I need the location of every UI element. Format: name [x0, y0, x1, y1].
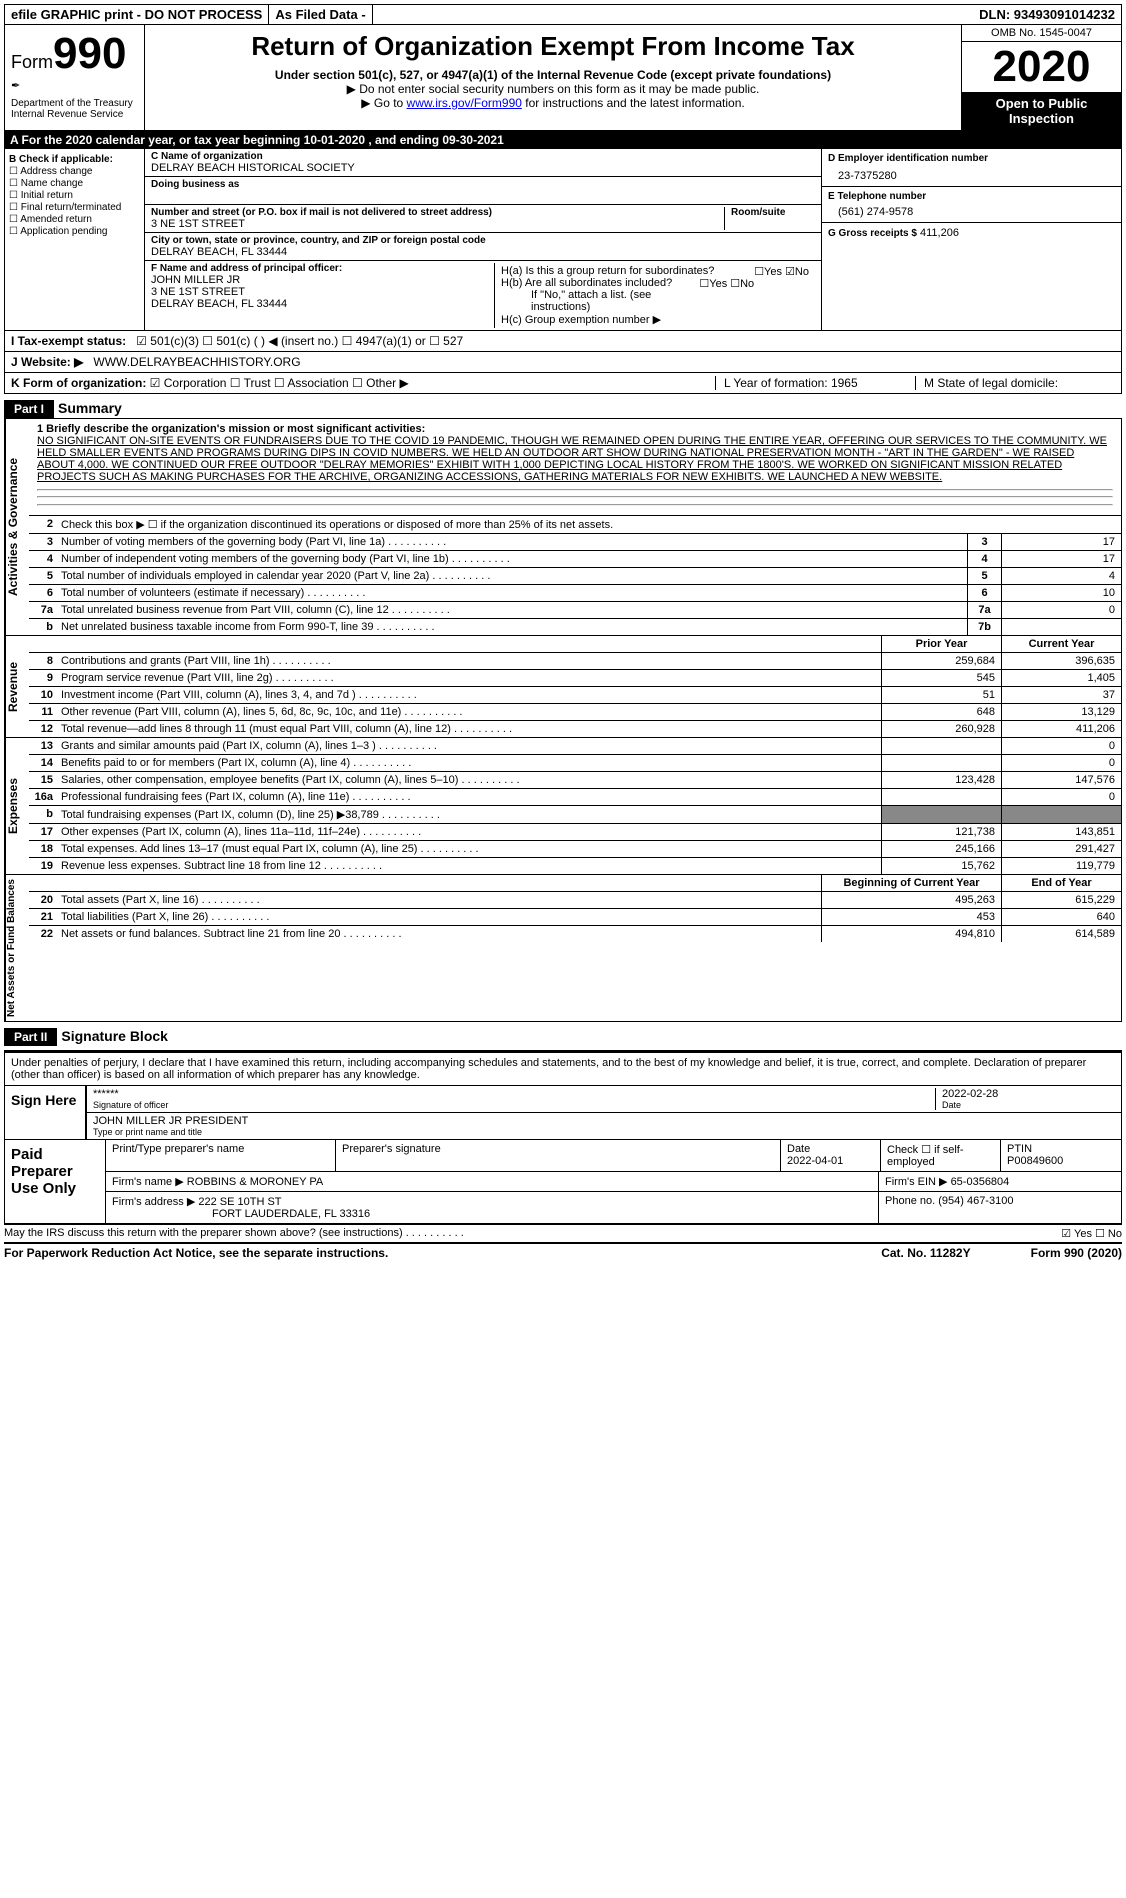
officer-name: JOHN MILLER JR PRESIDENT: [93, 1115, 1115, 1127]
net-assets-section: Net Assets or Fund Balances Beginning of…: [4, 875, 1122, 1022]
footer-row: For Paperwork Reduction Act Notice, see …: [4, 1242, 1122, 1262]
cb-application-pending[interactable]: ☐ Application pending: [9, 226, 140, 237]
row-a-tax-year: A For the 2020 calendar year, or tax yea…: [4, 131, 1122, 149]
principal-officer: JOHN MILLER JR 3 NE 1ST STREET DELRAY BE…: [151, 274, 488, 310]
street-address: 3 NE 1ST STREET: [151, 218, 718, 230]
year-formation: L Year of formation: 1965: [715, 376, 915, 390]
exp-line-18: 18Total expenses. Add lines 13–17 (must …: [29, 841, 1121, 858]
h-section: H(a) Is this a group return for subordin…: [495, 263, 815, 328]
mission-text: NO SIGNIFICANT ON-SITE EVENTS OR FUNDRAI…: [37, 435, 1113, 483]
header-left: Form990 ✒ Department of the Treasury Int…: [5, 25, 145, 130]
org-name-cell: C Name of organization DELRAY BEACH HIST…: [145, 149, 821, 177]
form-title: Return of Organization Exempt From Incom…: [151, 31, 955, 62]
rev-line-11: 11Other revenue (Part VIII, column (A), …: [29, 704, 1121, 721]
irs-link[interactable]: www.irs.gov/Form990: [407, 96, 522, 110]
city-state-zip: DELRAY BEACH, FL 33444: [151, 246, 815, 258]
perjury-declaration: Under penalties of perjury, I declare th…: [5, 1053, 1121, 1085]
col-b-checkboxes: B Check if applicable: ☐ Address change …: [5, 149, 145, 330]
activities-governance: Activities & Governance 1 Briefly descri…: [4, 418, 1122, 636]
irs-logo-icon: ✒: [11, 79, 138, 92]
ein-cell: D Employer identification number 23-7375…: [822, 149, 1121, 187]
note-link: ▶ Go to www.irs.gov/Form990 for instruct…: [151, 96, 955, 110]
form-990-logo: Form990: [11, 29, 138, 79]
tel-cell: E Telephone number (561) 274-9578: [822, 187, 1121, 223]
tax-year: 2020: [962, 42, 1121, 92]
net-line-22: 22Net assets or fund balances. Subtract …: [29, 926, 1121, 942]
form-header: Form990 ✒ Department of the Treasury Int…: [4, 25, 1122, 131]
paid-preparer: Paid Preparer Use Only Print/Type prepar…: [5, 1139, 1121, 1223]
net-line-21: 21Total liabilities (Part X, line 26)453…: [29, 909, 1121, 926]
header-right: OMB No. 1545-0047 2020 Open to Public In…: [961, 25, 1121, 130]
exp-line-15: 15Salaries, other compensation, employee…: [29, 772, 1121, 789]
exp-line-19: 19Revenue less expenses. Subtract line 1…: [29, 858, 1121, 874]
discuss-row: May the IRS discuss this return with the…: [4, 1224, 1122, 1242]
org-name: DELRAY BEACH HISTORICAL SOCIETY: [151, 162, 815, 174]
revenue-section: Revenue Prior YearCurrent Year 8Contribu…: [4, 636, 1122, 738]
efile-topbar: efile GRAPHIC print - DO NOT PROCESS As …: [4, 4, 1122, 25]
city-cell: City or town, state or province, country…: [145, 233, 821, 261]
rev-line-12: 12Total revenue—add lines 8 through 11 (…: [29, 721, 1121, 737]
sign-here-row: Sign Here ******Signature of officer 202…: [5, 1085, 1121, 1139]
cb-address-change[interactable]: ☐ Address change: [9, 166, 140, 177]
expenses-section: Expenses 13Grants and similar amounts pa…: [4, 738, 1122, 875]
rev-line-9: 9Program service revenue (Part VIII, lin…: [29, 670, 1121, 687]
efile-label: efile GRAPHIC print - DO NOT PROCESS: [5, 5, 269, 24]
ein: 23-7375280: [828, 164, 1115, 182]
gov-line-7a: 7aTotal unrelated business revenue from …: [29, 602, 1121, 619]
cb-name-change[interactable]: ☐ Name change: [9, 178, 140, 189]
officer-row: F Name and address of principal officer:…: [145, 261, 821, 330]
gross-cell: G Gross receipts $ 411,206: [822, 223, 1121, 243]
row-i-tax-status: I Tax-exempt status: ☑ 501(c)(3) ☐ 501(c…: [4, 331, 1122, 352]
signature-block: Under penalties of perjury, I declare th…: [4, 1050, 1122, 1224]
exp-line-16a: 16aProfessional fundraising fees (Part I…: [29, 789, 1121, 806]
form-subtitle: Under section 501(c), 527, or 4947(a)(1)…: [151, 68, 955, 82]
firm-name: ROBBINS & MORONEY PA: [187, 1176, 324, 1188]
rev-line-8: 8Contributions and grants (Part VIII, li…: [29, 653, 1121, 670]
gov-line-6: 6Total number of volunteers (estimate if…: [29, 585, 1121, 602]
state-domicile: M State of legal domicile:: [915, 376, 1115, 390]
mission-block: 1 Briefly describe the organization's mi…: [29, 419, 1121, 516]
exp-line-b: bTotal fundraising expenses (Part IX, co…: [29, 806, 1121, 824]
gov-line-3: 3Number of voting members of the governi…: [29, 534, 1121, 551]
exp-line-17: 17Other expenses (Part IX, column (A), l…: [29, 824, 1121, 841]
cb-amended-return[interactable]: ☐ Amended return: [9, 214, 140, 225]
dept-label: Department of the Treasury Internal Reve…: [11, 98, 138, 120]
dba-cell: Doing business as: [145, 177, 821, 205]
gov-line-4: 4Number of independent voting members of…: [29, 551, 1121, 568]
col-d-contact: D Employer identification number 23-7375…: [821, 149, 1121, 330]
net-line-20: 20Total assets (Part X, line 16)495,2636…: [29, 892, 1121, 909]
omb-number: OMB No. 1545-0047: [962, 25, 1121, 42]
asfiled-label: As Filed Data -: [269, 5, 372, 24]
note-ssn: ▶ Do not enter social security numbers o…: [151, 82, 955, 96]
identity-block: B Check if applicable: ☐ Address change …: [4, 149, 1122, 331]
exp-line-14: 14Benefits paid to or for members (Part …: [29, 755, 1121, 772]
exp-line-13: 13Grants and similar amounts paid (Part …: [29, 738, 1121, 755]
part-ii-header: Part IISignature Block: [4, 1028, 1122, 1046]
street-cell: Number and street (or P.O. box if mail i…: [145, 205, 821, 233]
dln-label: DLN: 93493091014232: [973, 5, 1121, 24]
gov-line-5: 5Total number of individuals employed in…: [29, 568, 1121, 585]
telephone: (561) 274-9578: [828, 202, 1115, 218]
website[interactable]: WWW.DELRAYBEACHHISTORY.ORG: [93, 355, 300, 369]
row-j-website: J Website: ▶ WWW.DELRAYBEACHHISTORY.ORG: [4, 352, 1122, 373]
cb-initial-return[interactable]: ☐ Initial return: [9, 190, 140, 201]
cb-final-return[interactable]: ☐ Final return/terminated: [9, 202, 140, 213]
header-mid: Return of Organization Exempt From Incom…: [145, 25, 961, 130]
open-inspection: Open to Public Inspection: [962, 92, 1121, 130]
row-k-org-form: K Form of organization: ☑ Corporation ☐ …: [4, 373, 1122, 394]
gov-line-b: bNet unrelated business taxable income f…: [29, 619, 1121, 635]
rev-line-10: 10Investment income (Part VIII, column (…: [29, 687, 1121, 704]
part-i-header: Part ISummary: [4, 400, 1122, 418]
col-c-org-info: C Name of organization DELRAY BEACH HIST…: [145, 149, 821, 330]
gross-receipts: 411,206: [920, 227, 959, 239]
